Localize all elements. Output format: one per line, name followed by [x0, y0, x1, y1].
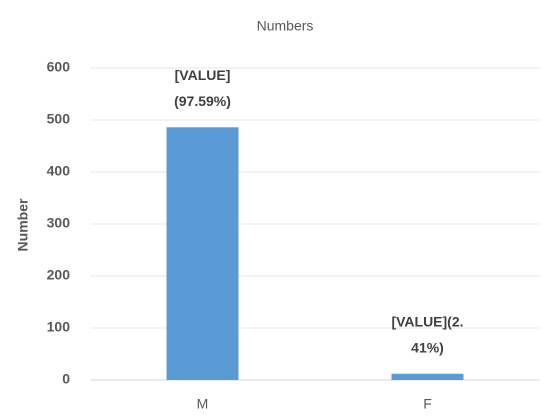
y-tick-label: 200: [47, 267, 71, 283]
data-label: (97.59%): [174, 93, 231, 109]
y-tick-label: 500: [47, 111, 71, 127]
y-tick-label: 100: [47, 319, 71, 335]
y-tick-label: 0: [62, 371, 70, 387]
data-label: 41%): [411, 339, 444, 355]
x-tick-label: M: [197, 396, 209, 412]
y-tick-label: 300: [47, 215, 71, 231]
bar: [391, 373, 464, 380]
y-tick-label: 600: [47, 59, 71, 75]
data-label: [VALUE]: [175, 67, 231, 83]
chart-title: Numbers: [257, 18, 314, 34]
y-axis-label: Number: [15, 198, 31, 251]
bar: [166, 127, 239, 380]
data-label: [VALUE](2.: [391, 313, 463, 329]
y-tick-label: 400: [47, 163, 71, 179]
x-tick-label: F: [423, 396, 432, 412]
